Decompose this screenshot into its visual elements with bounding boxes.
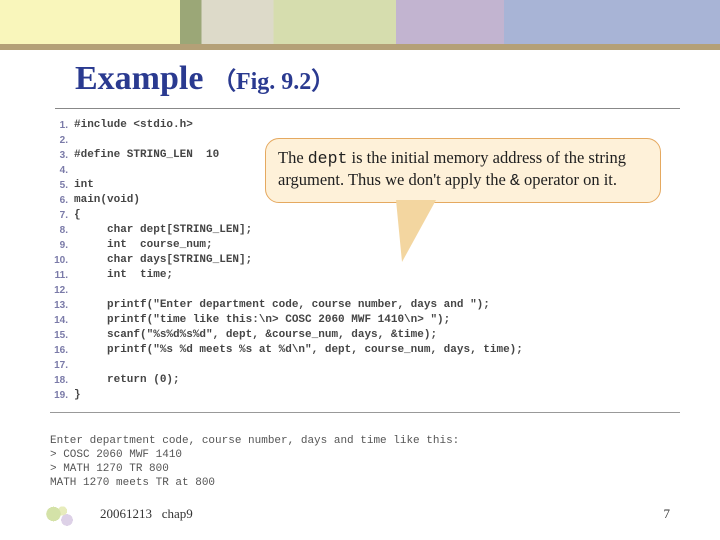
- code-text: int course_num;: [74, 238, 213, 253]
- callout-code: dept: [308, 149, 348, 168]
- code-text: return (0);: [74, 373, 180, 388]
- line-number: 6.: [40, 193, 74, 208]
- line-number: 10.: [40, 253, 74, 268]
- code-text: #define STRING_LEN 10: [74, 148, 219, 163]
- code-text: char days[STRING_LEN];: [74, 253, 252, 268]
- title-underline: [55, 108, 680, 109]
- output-separator: [50, 412, 680, 413]
- code-text: int: [74, 178, 94, 193]
- line-number: 17.: [40, 358, 74, 373]
- code-text: printf("time like this:\n> COSC 2060 MWF…: [74, 313, 450, 328]
- line-number: 7.: [40, 208, 74, 223]
- code-text: char dept[STRING_LEN];: [74, 223, 252, 238]
- line-number: 13.: [40, 298, 74, 313]
- line-number: 14.: [40, 313, 74, 328]
- title-main: Example: [75, 60, 203, 97]
- code-text: int time;: [74, 268, 173, 283]
- line-number: 18.: [40, 373, 74, 388]
- callout-text: The: [278, 148, 308, 167]
- code-text: #include <stdio.h>: [74, 118, 193, 133]
- output-line: > MATH 1270 TR 800: [50, 463, 169, 475]
- line-number: 11.: [40, 268, 74, 283]
- line-number: 2.: [40, 133, 74, 148]
- line-number: 9.: [40, 238, 74, 253]
- top-banner: [0, 0, 720, 50]
- line-number: 19.: [40, 388, 74, 403]
- line-number: 1.: [40, 118, 74, 133]
- footer-chapter: chap9: [162, 506, 193, 521]
- title-sub: （Fig. 9.2）: [212, 69, 335, 95]
- slide-title: Example （Fig. 9.2）: [75, 60, 335, 98]
- output-line: > COSC 2060 MWF 1410: [50, 449, 182, 461]
- footer-flower-icon: [40, 502, 85, 532]
- line-number: 8.: [40, 223, 74, 238]
- program-output: Enter department code, course number, da…: [50, 420, 459, 490]
- output-line: Enter department code, course number, da…: [50, 435, 459, 447]
- footer-date: 20061213: [100, 506, 152, 521]
- callout-code: &: [510, 171, 520, 190]
- code-text: {: [74, 208, 81, 223]
- line-number: 3.: [40, 148, 74, 163]
- code-text: scanf("%s%d%s%d", dept, &course_num, day…: [74, 328, 437, 343]
- callout-bubble: The dept is the initial memory address o…: [265, 138, 661, 203]
- code-text: main(void): [74, 193, 140, 208]
- line-number: 16.: [40, 343, 74, 358]
- line-number: 12.: [40, 283, 74, 298]
- footer-page-number: 7: [664, 506, 671, 522]
- output-line: MATH 1270 meets TR at 800: [50, 477, 215, 489]
- line-number: 5.: [40, 178, 74, 193]
- callout-text: operator on it.: [520, 170, 617, 189]
- code-text: }: [74, 388, 81, 403]
- code-text: printf("%s %d meets %s at %d\n", dept, c…: [74, 343, 523, 358]
- line-number: 15.: [40, 328, 74, 343]
- footer-left: 20061213 chap9: [100, 506, 193, 522]
- line-number: 4.: [40, 163, 74, 178]
- code-text: printf("Enter department code, course nu…: [74, 298, 490, 313]
